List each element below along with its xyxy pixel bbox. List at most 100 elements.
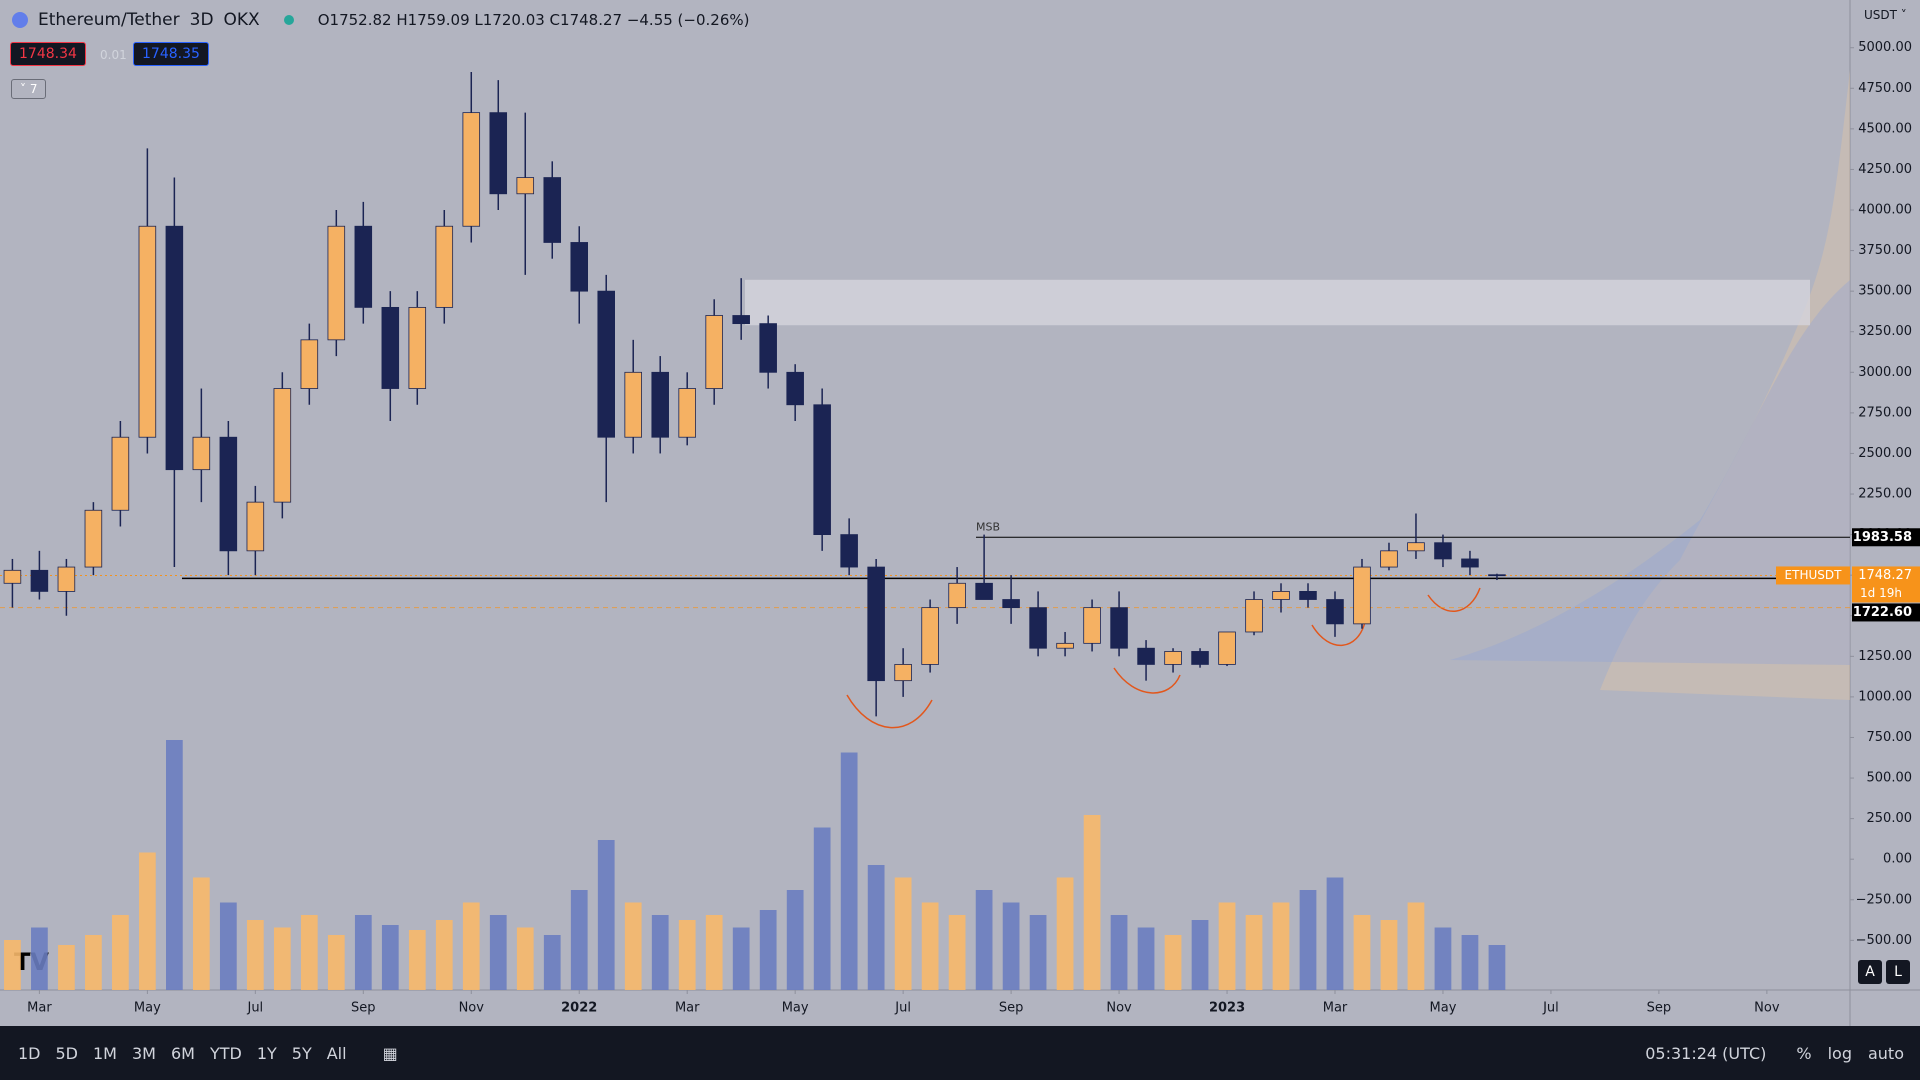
volume-bar xyxy=(894,877,912,990)
volume-bar xyxy=(867,865,885,990)
y-tick-label: 3250.00 xyxy=(1858,324,1912,339)
msb-label: MSB xyxy=(976,520,1000,533)
bid[interactable]: 1748.34 xyxy=(10,42,86,66)
volume-bar xyxy=(651,915,669,990)
candle-body xyxy=(516,177,535,195)
candle-body xyxy=(408,306,427,389)
volume-bar xyxy=(1245,915,1263,990)
symbol-tag-bg xyxy=(1776,566,1850,585)
arc-annotation xyxy=(1427,587,1481,612)
range-button[interactable]: 3M xyxy=(131,1043,156,1063)
y-tick-label: −500.00 xyxy=(1856,933,1912,948)
log-toggle[interactable]: log xyxy=(1827,1043,1852,1063)
arc-annotation xyxy=(1113,667,1181,694)
x-tick-label: Nov xyxy=(1106,1001,1132,1016)
volume-bar xyxy=(1434,927,1452,990)
volume-bar xyxy=(1488,945,1506,990)
countdown: 1d 19h xyxy=(1860,586,1902,600)
currency-label: USDT xyxy=(1864,8,1897,22)
interval[interactable]: 3D xyxy=(189,10,214,30)
volume-bar xyxy=(1191,920,1209,990)
candle-body xyxy=(624,371,642,438)
candle-body xyxy=(705,315,723,389)
scale-button[interactable] xyxy=(1886,960,1910,984)
ask[interactable]: 1748.35 xyxy=(133,42,209,66)
volume-bar xyxy=(246,920,264,990)
x-tick-label: Jul xyxy=(1542,1001,1559,1016)
ohlc: O1752.82 H1759.09 L1720.03 C1748.27 −4.5… xyxy=(317,11,750,29)
volume-bar xyxy=(273,927,291,990)
candle-body xyxy=(300,339,319,389)
y-tick-label: 3000.00 xyxy=(1858,365,1912,380)
x-tick-label: Mar xyxy=(1323,1001,1348,1016)
candle-body xyxy=(1461,558,1479,568)
clock[interactable]: 05:31:24 (UTC) xyxy=(1645,1043,1767,1063)
percent-toggle[interactable]: % xyxy=(1796,1043,1812,1063)
volume-bar xyxy=(1218,902,1236,990)
range-button[interactable]: 6M xyxy=(170,1043,195,1063)
indicator-toggle[interactable]: ˅ 7 xyxy=(11,79,47,99)
volume-bar xyxy=(1029,915,1047,990)
volume-bar xyxy=(58,945,75,990)
volume-bar xyxy=(489,915,507,990)
candle-body xyxy=(1272,591,1290,600)
volume-bar xyxy=(327,935,345,990)
range-button[interactable]: YTD xyxy=(209,1043,242,1063)
x-tick-label: Mar xyxy=(27,1001,52,1016)
currency[interactable]: USDT ˅ xyxy=(1864,8,1907,22)
volume-bar xyxy=(813,827,831,990)
volume-bar xyxy=(4,940,21,990)
volume-bar xyxy=(354,915,372,990)
volume-bar xyxy=(732,927,750,990)
candle-body xyxy=(1029,607,1047,649)
y-tick-label: 500.00 xyxy=(1867,771,1913,786)
range-button[interactable]: 5D xyxy=(55,1043,79,1063)
volume-bar xyxy=(1002,902,1020,990)
symbol[interactable]: Ethereum/Tether xyxy=(38,10,180,30)
volume-bar xyxy=(1083,815,1101,990)
y-tick-label: 4250.00 xyxy=(1858,162,1912,177)
volume-bar xyxy=(139,852,156,990)
volume-bar xyxy=(759,910,777,990)
candle-body xyxy=(57,566,76,592)
candle-body xyxy=(1299,591,1317,600)
indicator-count: 7 xyxy=(29,82,38,96)
volume-bar xyxy=(462,902,480,990)
volume-bar xyxy=(1164,935,1182,990)
scale-l[interactable]: L xyxy=(1894,964,1902,980)
candle-body xyxy=(219,436,238,552)
scale-a[interactable]: A xyxy=(1865,964,1875,980)
candle-body xyxy=(381,306,400,389)
candle-body xyxy=(327,225,346,341)
volume-bar xyxy=(975,890,993,990)
candle-body xyxy=(570,242,589,292)
range-button[interactable]: All xyxy=(326,1043,347,1063)
volume-bar xyxy=(705,915,723,990)
volume-bar xyxy=(31,927,48,990)
candle-body xyxy=(1326,599,1344,625)
range-button[interactable]: 1M xyxy=(93,1043,117,1063)
volume-bar xyxy=(597,840,615,990)
y-tick-label: 2750.00 xyxy=(1858,405,1912,420)
x-tick-label: Jul xyxy=(894,1001,911,1016)
low-price-tag: 1722.60 xyxy=(1853,605,1912,620)
scale-button[interactable] xyxy=(1858,960,1882,984)
volume-bar xyxy=(1461,935,1479,990)
auto-toggle[interactable]: auto xyxy=(1867,1043,1904,1063)
candle-body xyxy=(1164,651,1182,665)
range-button[interactable]: 1Y xyxy=(256,1043,277,1063)
y-tick-label: 2500.00 xyxy=(1858,446,1912,461)
y-tick-label: 1000.00 xyxy=(1858,689,1912,704)
last-price-tag: 1748.27 xyxy=(1858,568,1912,583)
range-button[interactable]: 5Y xyxy=(291,1043,312,1063)
volume-profile xyxy=(1600,70,1850,700)
volume-bar xyxy=(219,902,237,990)
y-tick-label: 0.00 xyxy=(1883,852,1912,867)
volume-bar xyxy=(948,915,966,990)
x-tick-label: Nov xyxy=(459,1001,485,1016)
volume-bar xyxy=(840,752,858,990)
volume-bar xyxy=(1137,927,1155,990)
range-button[interactable]: 1D xyxy=(18,1043,41,1063)
date-range-icon[interactable]: ▦ xyxy=(382,1043,398,1063)
candle-body xyxy=(1434,542,1452,560)
